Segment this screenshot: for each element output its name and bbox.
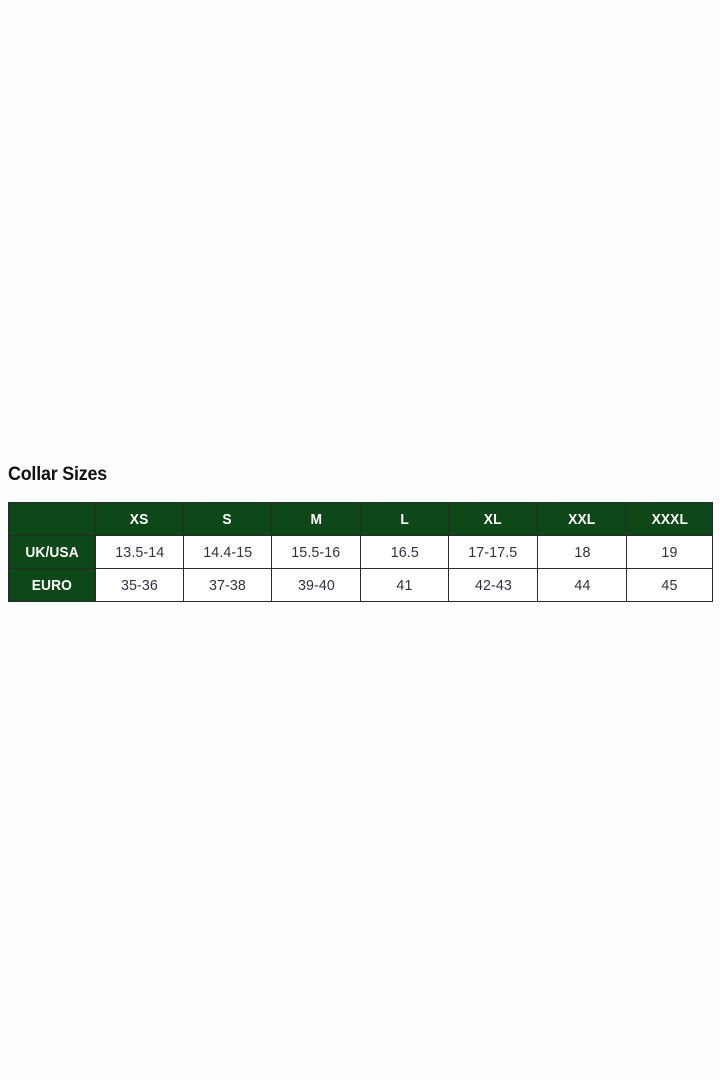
size-chart-block: Collar Sizes XS S M (8, 462, 713, 602)
cell-uk-usa-xxxl-value: 19 (661, 543, 678, 561)
table-header-corner (8, 502, 96, 536)
table-row: UK/USA 13.5-14 14.4-15 15.5-16 16.5 17-1… (8, 535, 713, 569)
cell-euro-l: 41 (360, 568, 449, 602)
cell-euro-l-value: 41 (396, 576, 413, 594)
column-header-xl-label: XL (484, 510, 502, 528)
column-header-xxl: XXL (537, 502, 627, 536)
cell-euro-xxl: 44 (537, 568, 627, 602)
cell-uk-usa-xxl-value: 18 (573, 543, 591, 561)
cell-euro-xs-value: 35-36 (121, 576, 158, 594)
column-header-l-label: L (400, 510, 409, 528)
row-label-uk-usa-text: UK/USA (25, 543, 79, 561)
table-row: EURO 35-36 37-38 39-40 41 42-43 (8, 568, 713, 602)
cell-euro-xs: 35-36 (95, 568, 184, 602)
page-title: Collar Sizes (8, 464, 107, 485)
column-header-xxl-label: XXL (568, 510, 596, 528)
table-header-row: XS S M L XL XXL XXXL (8, 502, 713, 536)
column-header-xl: XL (448, 502, 538, 536)
cell-uk-usa-xs: 13.5-14 (95, 535, 184, 569)
column-header-l: L (360, 502, 449, 536)
cell-euro-m-value: 39-40 (297, 576, 335, 594)
cell-uk-usa-xl-value: 17-17.5 (468, 543, 518, 561)
cell-euro-s: 37-38 (183, 568, 272, 602)
column-header-xs-label: XS (130, 510, 149, 528)
row-label-euro-text: EURO (31, 576, 73, 594)
cell-uk-usa-m: 15.5-16 (271, 535, 361, 569)
cell-uk-usa-s-value: 14.4-15 (202, 543, 252, 561)
cell-euro-xxxl-value: 45 (661, 576, 678, 594)
cell-uk-usa-xs-value: 13.5-14 (114, 543, 164, 561)
cell-uk-usa-m-value: 15.5-16 (291, 543, 341, 561)
cell-uk-usa-s: 14.4-15 (183, 535, 272, 569)
column-header-m-label: M (310, 510, 322, 528)
collar-size-table: XS S M L XL XXL XXXL (8, 502, 713, 602)
cell-euro-xl: 42-43 (448, 568, 538, 602)
column-header-xxxl: XXXL (626, 502, 713, 536)
cell-euro-m: 39-40 (271, 568, 361, 602)
column-header-m: M (271, 502, 361, 536)
column-header-s-label: S (222, 510, 233, 528)
column-header-s: S (183, 502, 272, 536)
cell-uk-usa-l-value: 16.5 (390, 543, 419, 561)
cell-uk-usa-xl: 17-17.5 (448, 535, 538, 569)
column-header-xs: XS (95, 502, 184, 536)
cell-euro-xxxl: 45 (626, 568, 713, 602)
cell-uk-usa-xxl: 18 (537, 535, 627, 569)
cell-euro-s-value: 37-38 (209, 576, 246, 594)
cell-uk-usa-xxxl: 19 (626, 535, 713, 569)
cell-euro-xxl-value: 44 (573, 576, 591, 594)
cell-euro-xl-value: 42-43 (474, 576, 512, 594)
cell-uk-usa-l: 16.5 (360, 535, 449, 569)
row-label-euro: EURO (8, 568, 96, 602)
row-label-uk-usa: UK/USA (8, 535, 96, 569)
column-header-xxxl-label: XXXL (651, 510, 688, 528)
